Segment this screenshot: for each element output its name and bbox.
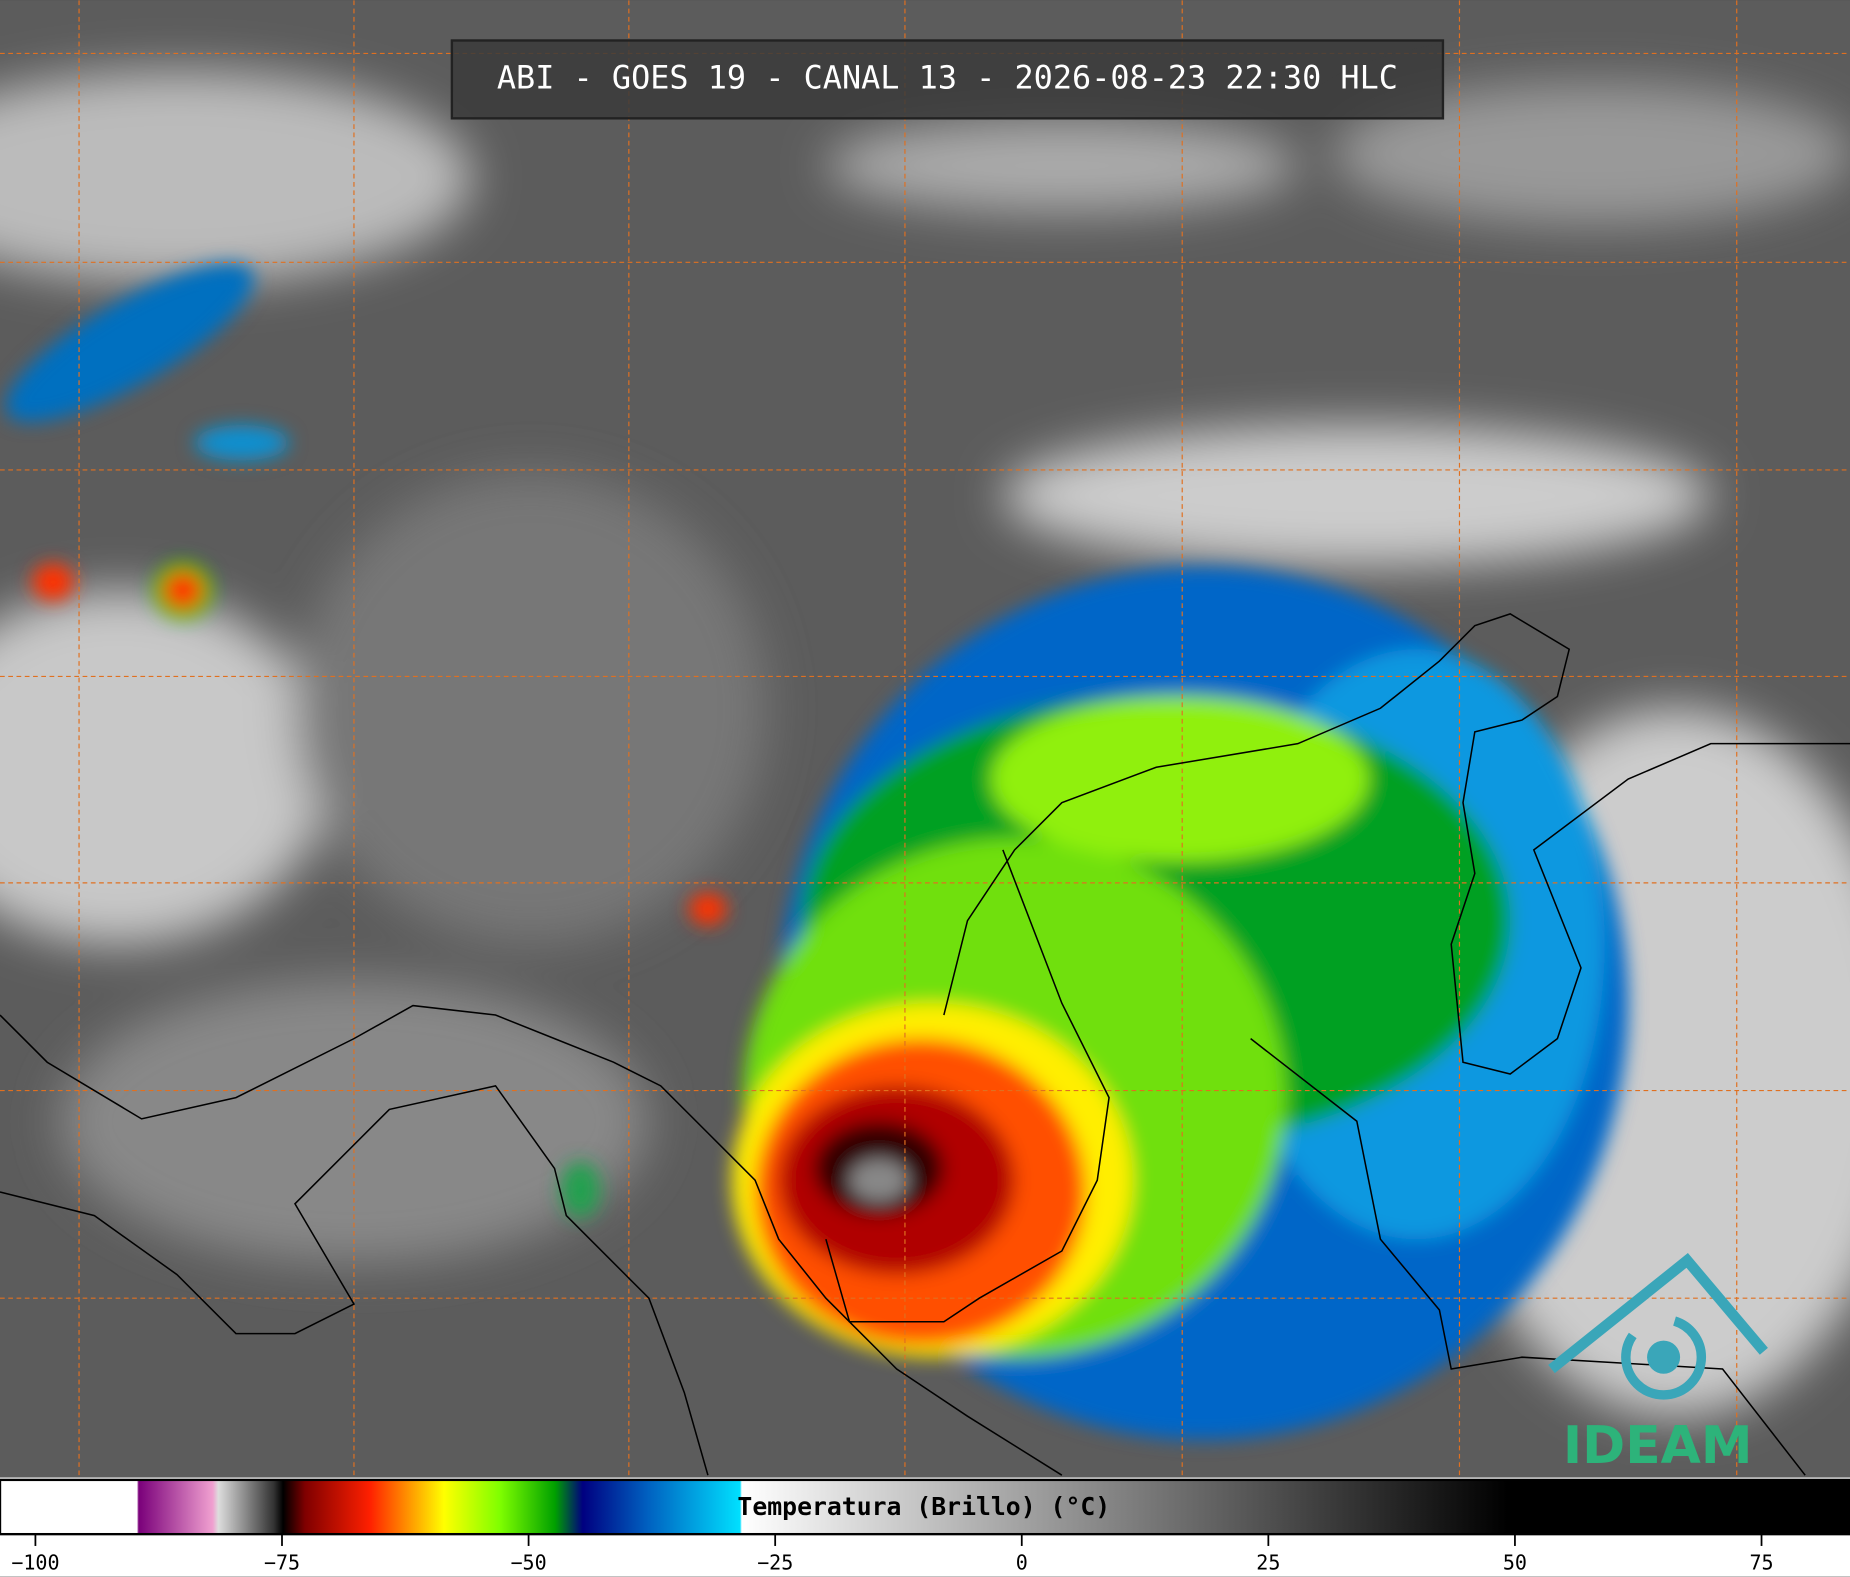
coastlines: [0, 613, 1850, 1476]
logo-roof: [1548, 1253, 1768, 1374]
tick-label: 25: [1256, 1551, 1280, 1575]
tick-label: −25: [757, 1551, 793, 1575]
logo-text: IDEAM: [1563, 1416, 1753, 1476]
logo: IDEAM: [1548, 1253, 1768, 1476]
tick-label: 50: [1503, 1551, 1527, 1575]
colorbar-label: Temperatura (Brillo) (°C): [737, 1492, 1110, 1521]
tick-label: −50: [510, 1551, 546, 1575]
colorbar: [0, 1478, 1850, 1536]
title: ABI - GOES 19 - CANAL 13 - 2026-08-23 22…: [497, 58, 1398, 96]
logo-swirl: [1621, 1314, 1707, 1400]
logo-eye: [1647, 1340, 1681, 1374]
tick-label: 75: [1749, 1551, 1773, 1575]
title-box: ABI - GOES 19 - CANAL 13 - 2026-08-23 22…: [450, 39, 1445, 120]
tick-label: −100: [11, 1551, 59, 1575]
tick-label: 0: [1016, 1551, 1028, 1575]
title-background: [450, 39, 1445, 120]
tick-label: −75: [264, 1551, 300, 1575]
colorbar-ticks: −100 −75 −50 −25 0 25 50 75: [11, 1534, 1774, 1575]
